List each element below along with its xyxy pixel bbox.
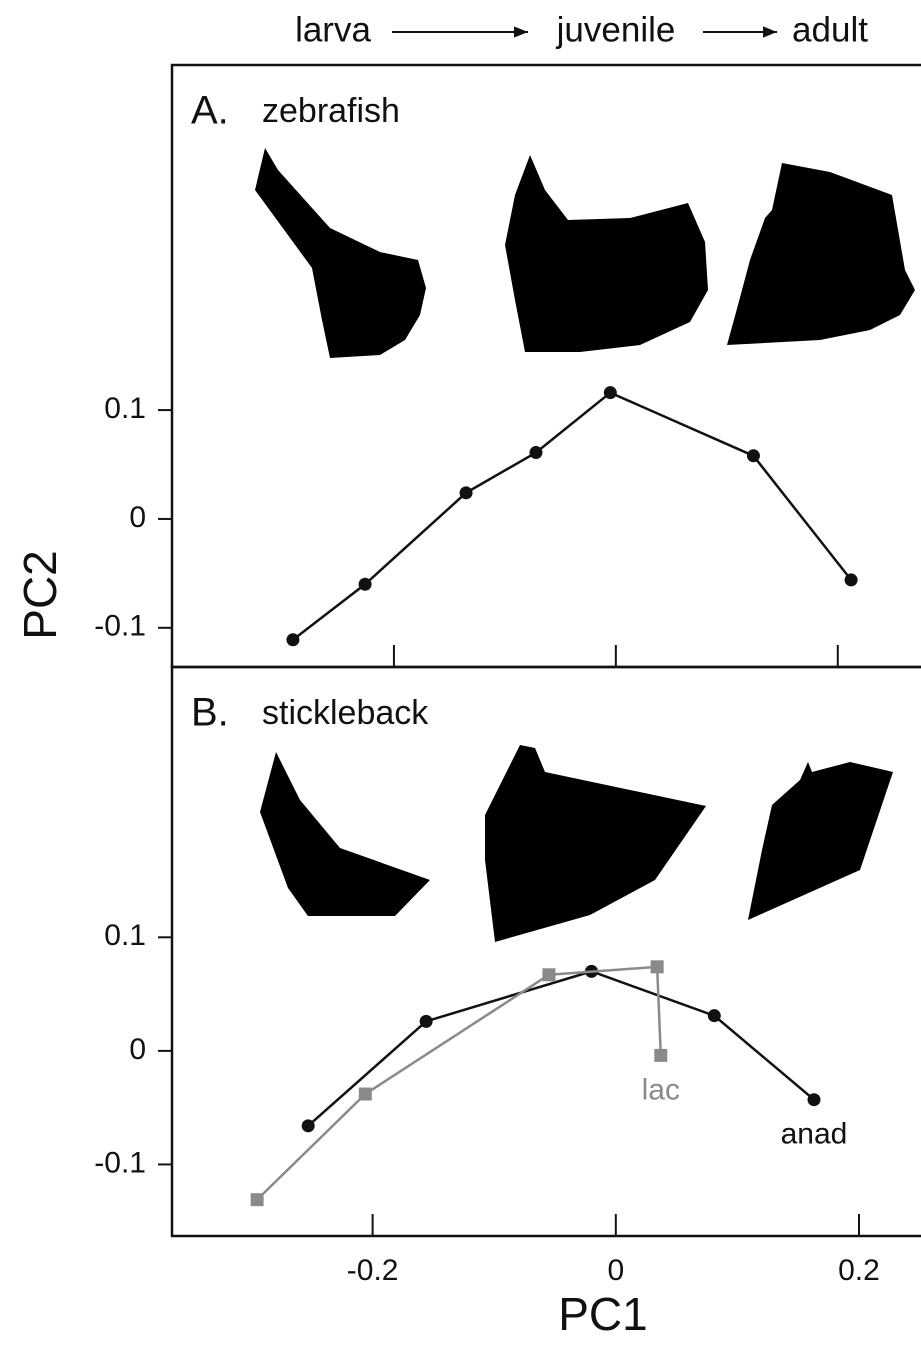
stage-label: adult (792, 10, 868, 49)
y-tick-label: -0.1 (94, 610, 146, 643)
point (746, 449, 760, 463)
point (459, 486, 473, 500)
point (529, 446, 543, 460)
panel-label: B. (191, 691, 229, 735)
x-tick-label: -0.2 (347, 1254, 399, 1287)
point (844, 573, 858, 587)
y-tick-label: 0.1 (104, 919, 146, 952)
shape (260, 752, 430, 916)
series-line (256, 965, 663, 1201)
stage-label: larva (295, 10, 371, 49)
shape-illustrations (255, 148, 915, 942)
shape (505, 155, 708, 352)
point (707, 1009, 721, 1023)
series-label: anad (781, 1118, 848, 1151)
x-tick-label: 0.2 (838, 1254, 880, 1287)
point (419, 1014, 433, 1028)
panel-title: stickleback (262, 694, 429, 732)
shape (748, 762, 893, 920)
series-label: lac (642, 1073, 680, 1106)
y-tick-label: -0.1 (94, 1146, 146, 1179)
y-tick-label: 0 (129, 1033, 146, 1066)
panel-frame (170, 665, 921, 1238)
point (358, 577, 372, 591)
point (603, 386, 617, 400)
stage-label: juvenile (556, 10, 676, 49)
series-line (292, 391, 853, 641)
y-tick-label: 0.1 (104, 392, 146, 425)
point (358, 1087, 372, 1101)
shape (485, 745, 706, 942)
panel-frame (170, 63, 921, 669)
point (250, 1193, 264, 1207)
point (807, 1093, 821, 1107)
series-line (307, 970, 815, 1127)
shape (255, 148, 426, 358)
point (650, 960, 664, 974)
point (286, 633, 300, 647)
y-tick-label: 0 (129, 501, 146, 534)
point (654, 1048, 668, 1062)
point (542, 968, 556, 982)
y-axis-label: PC2 (14, 550, 66, 639)
point (301, 1119, 315, 1133)
shape (727, 163, 915, 345)
panel-title: zebrafish (262, 92, 400, 130)
panel-label: A. (191, 89, 229, 133)
x-axis-label: PC1 (558, 1288, 647, 1340)
x-tick-label: 0 (607, 1254, 624, 1287)
